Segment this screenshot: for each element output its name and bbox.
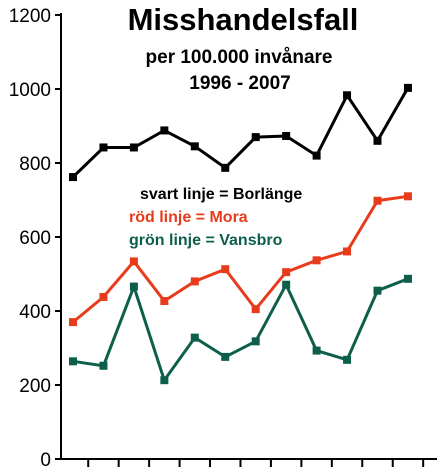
data-point (69, 173, 77, 182)
data-point (160, 376, 169, 385)
data-point (190, 277, 199, 286)
data-point (312, 256, 321, 265)
y-tick-label: 400 (19, 302, 51, 323)
data-point (282, 280, 291, 289)
data-point (99, 361, 108, 370)
data-point (282, 268, 291, 277)
data-point (221, 265, 230, 274)
chart-subtitle-line1: per 100.000 invånare (146, 47, 333, 68)
data-point (282, 131, 291, 140)
data-point (312, 346, 321, 355)
data-point (190, 333, 199, 342)
series-line-2 (72, 277, 409, 384)
data-point (221, 163, 230, 172)
data-point (403, 192, 412, 201)
data-point (129, 257, 138, 266)
data-point (373, 136, 382, 145)
y-tick-label: 800 (19, 154, 51, 175)
chart-subtitle-line2: 1996 - 2007 (189, 73, 290, 94)
legend-borlange: svart linje = Borlänge (140, 186, 302, 203)
data-point (251, 305, 260, 314)
data-point (190, 142, 199, 151)
data-point (403, 83, 412, 92)
y-tick-label: 1000 (9, 80, 51, 101)
data-point (160, 126, 169, 135)
data-point (251, 337, 260, 346)
data-point (343, 355, 352, 364)
data-point (343, 247, 352, 256)
y-tick-label: 200 (19, 376, 51, 397)
legend-vansbro: grön linje = Vansbro (129, 232, 283, 249)
data-point (160, 297, 169, 306)
data-point (343, 91, 352, 100)
data-point (373, 196, 382, 205)
data-point (99, 143, 108, 152)
legend-mora: röd linje = Mora (129, 209, 248, 226)
chart-title: Misshandelsfall (128, 2, 359, 37)
series-lines (71, 87, 410, 384)
data-point (129, 282, 138, 291)
series-line-1 (72, 194, 409, 324)
series-points (69, 83, 412, 385)
data-point (129, 143, 138, 152)
data-point (69, 318, 77, 327)
y-axis-ticks: 0 200 400 600 800 1000 1200 (9, 6, 61, 468)
data-point (221, 352, 230, 361)
data-point (69, 357, 77, 366)
data-point (251, 133, 260, 142)
x-axis-ticks (87, 459, 425, 467)
data-point (403, 274, 412, 283)
data-point (99, 292, 108, 301)
data-point (312, 151, 321, 160)
series-line-0 (71, 87, 410, 179)
y-tick-label: 0 (40, 450, 51, 468)
y-tick-label: 600 (19, 228, 51, 249)
y-tick-label: 1200 (9, 6, 51, 27)
data-point (373, 286, 382, 295)
